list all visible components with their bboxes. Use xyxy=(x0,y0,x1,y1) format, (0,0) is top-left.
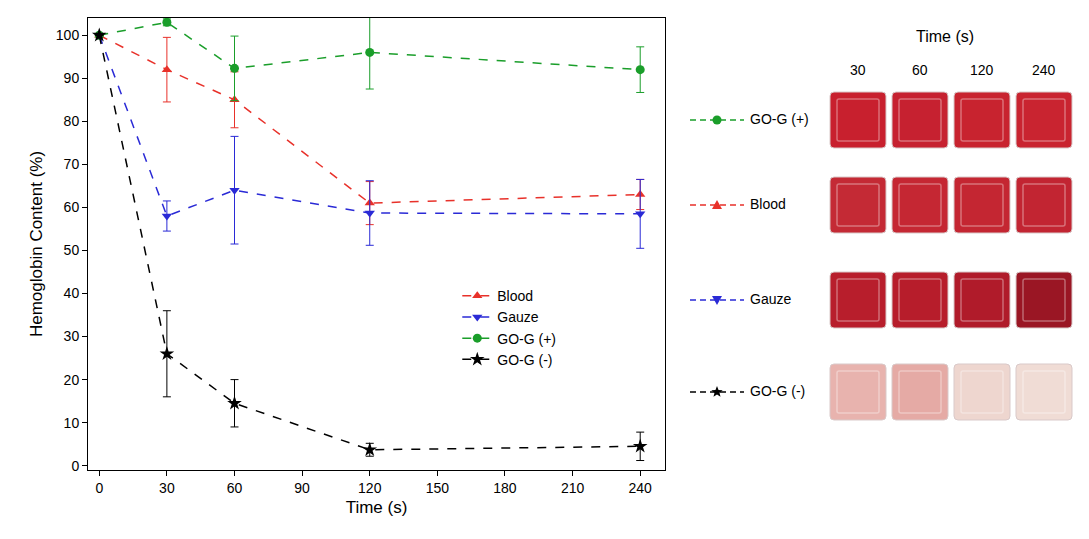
svg-text:60: 60 xyxy=(227,480,243,496)
svg-text:0: 0 xyxy=(95,480,103,496)
svg-text:GO-G (+): GO-G (+) xyxy=(497,331,556,347)
html-text:GO-G (+): GO-G (+) xyxy=(750,111,809,127)
svg-text:240: 240 xyxy=(629,480,653,496)
svg-text:120: 120 xyxy=(358,480,382,496)
svg-text:30: 30 xyxy=(64,328,80,344)
svg-text:Blood: Blood xyxy=(497,288,533,304)
html-text:Time (s): Time (s) xyxy=(916,28,975,45)
html-text:Blood: Blood xyxy=(750,196,786,212)
svg-text:20: 20 xyxy=(64,372,80,388)
svg-text:150: 150 xyxy=(426,480,450,496)
svg-text:80: 80 xyxy=(64,113,80,129)
html-text:120: 120 xyxy=(970,62,994,78)
svg-text:90: 90 xyxy=(294,480,310,496)
svg-text:180: 180 xyxy=(493,480,517,496)
html-text:240: 240 xyxy=(1032,62,1056,78)
svg-text:Time (s): Time (s) xyxy=(346,498,408,517)
svg-text:10: 10 xyxy=(64,415,80,431)
svg-text:GO-G (-): GO-G (-) xyxy=(497,352,552,368)
svg-text:90: 90 xyxy=(64,70,80,86)
svg-text:30: 30 xyxy=(159,480,175,496)
svg-text:210: 210 xyxy=(561,480,585,496)
html-text:GO-G (-): GO-G (-) xyxy=(750,383,806,399)
svg-text:Hemoglobin Content (%): Hemoglobin Content (%) xyxy=(27,151,46,337)
svg-text:100: 100 xyxy=(56,27,80,43)
svg-text:0: 0 xyxy=(71,458,79,474)
html-text:60: 60 xyxy=(912,62,928,78)
svg-text:60: 60 xyxy=(64,199,80,215)
html-text:30: 30 xyxy=(850,62,866,78)
svg-text:70: 70 xyxy=(64,156,80,172)
html-text:Gauze: Gauze xyxy=(750,291,792,307)
svg-text:40: 40 xyxy=(64,285,80,301)
svg-text:Gauze: Gauze xyxy=(497,309,538,325)
svg-text:50: 50 xyxy=(64,242,80,258)
